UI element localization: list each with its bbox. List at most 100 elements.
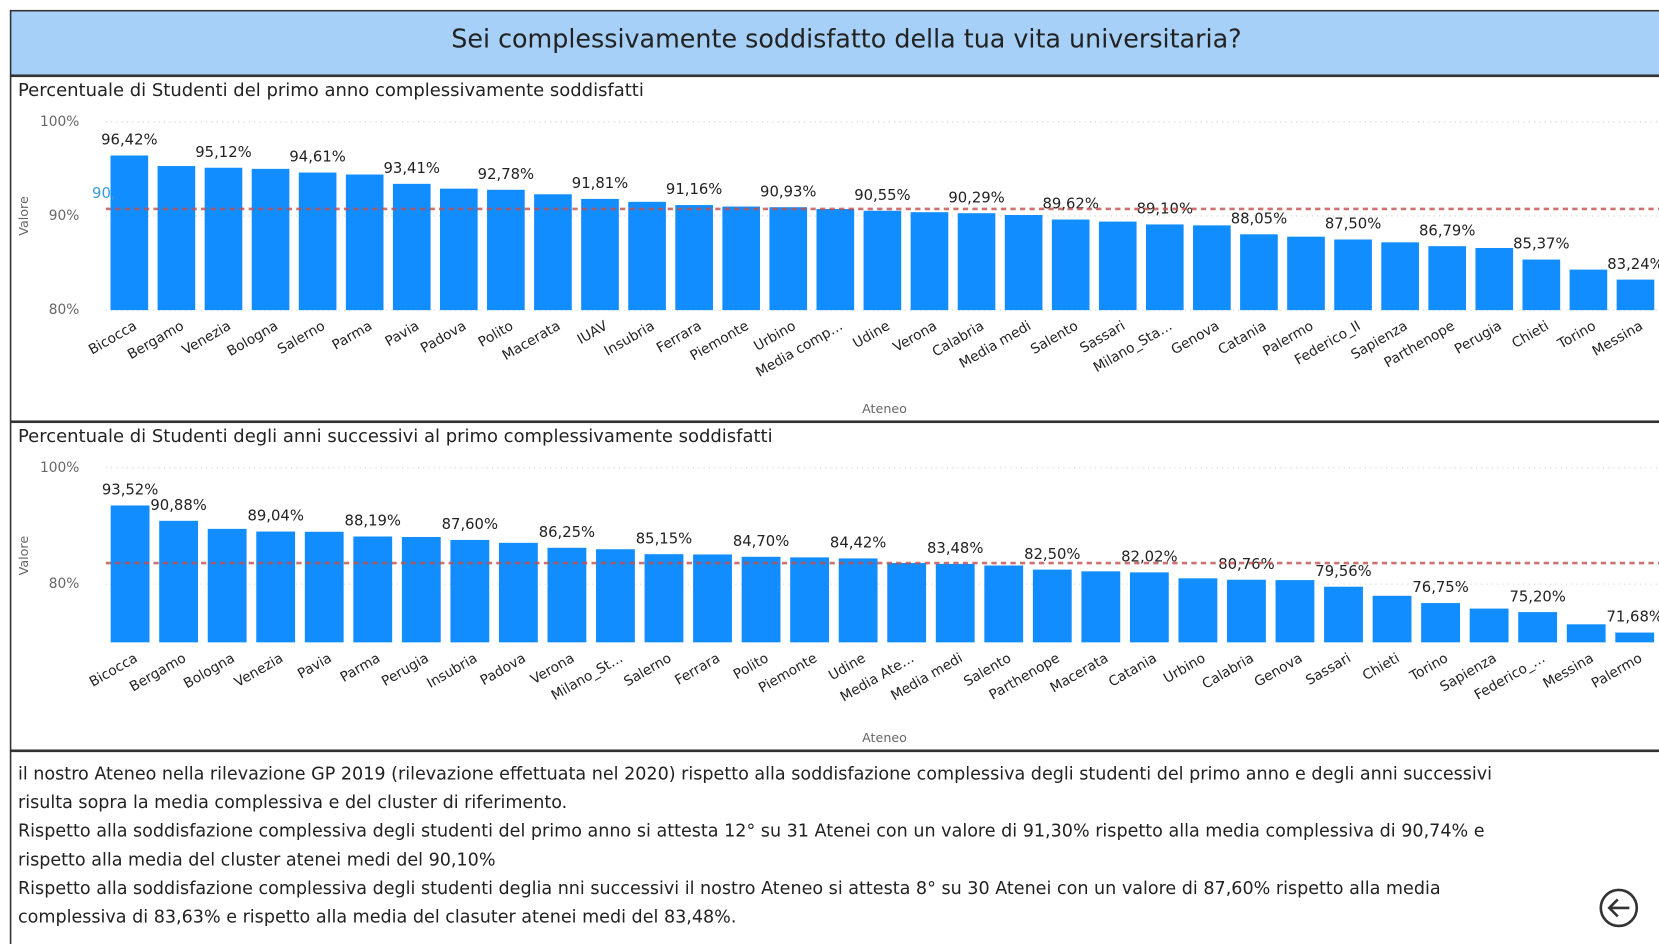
y-tick-label: 80%	[49, 302, 80, 318]
bar	[1287, 236, 1325, 311]
bar	[1469, 608, 1509, 643]
value-label: 89,04%	[247, 508, 303, 525]
bar	[450, 539, 490, 643]
bar	[596, 549, 635, 643]
bar	[1227, 579, 1266, 643]
bar	[1421, 603, 1460, 643]
value-label: 82,02%	[1121, 549, 1177, 566]
bar	[1522, 259, 1561, 311]
value-label: 89,62%	[1042, 196, 1098, 213]
value-label: 88,05%	[1231, 211, 1287, 228]
value-label: 83,48%	[927, 540, 983, 557]
x-axis-label: Ateneo	[862, 401, 907, 416]
note-line: complessiva di 83,63% e rispetto alla me…	[18, 907, 736, 927]
value-label: 82,50%	[1024, 546, 1080, 563]
value-label: 92,78%	[478, 166, 534, 183]
bar	[722, 206, 761, 311]
value-label: 91,81%	[572, 175, 628, 192]
value-label: 90,93%	[760, 183, 816, 200]
bar	[816, 208, 855, 311]
value-label: 91,16%	[666, 181, 722, 198]
chart-panel	[9, 75, 1659, 423]
y-tick-label: 100%	[40, 460, 79, 476]
value-label: 87,50%	[1325, 216, 1381, 233]
value-label: 90,55%	[854, 187, 910, 204]
value-label: 86,25%	[539, 524, 595, 541]
value-label: 93,41%	[384, 160, 440, 177]
y-tick-label: 100%	[40, 114, 79, 130]
chart-title: Percentuale di Studenti degli anni succe…	[18, 426, 773, 447]
value-label: 75,20%	[1509, 588, 1565, 605]
bar	[1616, 279, 1655, 311]
x-axis-label: Ateneo	[862, 730, 907, 745]
bar	[392, 183, 431, 311]
bar	[1240, 234, 1278, 311]
back-arrow[interactable]	[1607, 898, 1630, 918]
value-label: 95,12%	[195, 144, 251, 161]
chart-title: Percentuale di Studenti del primo anno c…	[18, 80, 644, 101]
bar	[304, 531, 344, 643]
note-line: risulta sopra la media complessiva e del…	[18, 793, 567, 813]
bar	[1193, 225, 1231, 311]
value-label: 93,52%	[102, 482, 158, 499]
bar	[204, 167, 243, 311]
bar	[1569, 269, 1608, 311]
bar	[741, 556, 781, 643]
reference-label: 90,	[92, 185, 116, 202]
y-axis-label: Valore	[16, 196, 31, 236]
value-label: 96,42%	[101, 132, 157, 149]
value-label: 84,70%	[733, 533, 789, 550]
bar	[298, 172, 337, 311]
back-circle[interactable]	[1599, 888, 1639, 928]
bar	[207, 528, 247, 643]
bar	[769, 207, 808, 311]
bar	[110, 505, 150, 643]
bar	[957, 213, 996, 311]
bar	[1275, 580, 1315, 643]
bar	[157, 166, 196, 311]
value-label: 86,79%	[1419, 222, 1475, 239]
bar	[1145, 224, 1184, 311]
bar	[1566, 624, 1606, 643]
bar	[1372, 595, 1412, 643]
bar	[1129, 572, 1169, 643]
notes-panel	[9, 750, 1659, 944]
bar	[534, 194, 572, 311]
y-axis-label: Valore	[16, 536, 31, 576]
bar	[345, 174, 384, 311]
bar	[251, 168, 290, 311]
value-label: 84,42%	[830, 535, 886, 552]
note-line: il nostro Ateneo nella rilevazione GP 20…	[18, 765, 1492, 785]
value-label: 85,37%	[1513, 236, 1569, 253]
value-label: 87,60%	[442, 516, 498, 533]
bar	[1098, 221, 1137, 311]
value-label: 79,56%	[1315, 563, 1371, 580]
y-tick-label: 80%	[49, 576, 80, 592]
bar	[1178, 578, 1218, 643]
bar	[353, 536, 393, 643]
bar	[984, 565, 1024, 643]
value-label: 71,68%	[1607, 609, 1659, 626]
bar	[693, 554, 732, 643]
bar	[1324, 586, 1363, 643]
bar	[1032, 569, 1072, 643]
bar	[1615, 632, 1655, 643]
header-band	[9, 9, 1659, 77]
bar	[581, 198, 619, 311]
bar	[790, 557, 830, 643]
value-label: 85,15%	[636, 530, 692, 547]
value-label: 76,75%	[1412, 579, 1468, 596]
bar	[675, 205, 713, 311]
bar	[910, 212, 949, 311]
bar	[628, 201, 666, 311]
bar	[1475, 247, 1514, 311]
bar	[110, 155, 149, 311]
bar	[644, 554, 684, 643]
back-button[interactable]	[1599, 888, 1639, 928]
value-label: 80,76%	[1218, 556, 1274, 573]
bar	[838, 558, 878, 643]
bar	[1428, 246, 1467, 311]
bar	[256, 531, 296, 643]
bar	[1004, 215, 1043, 311]
